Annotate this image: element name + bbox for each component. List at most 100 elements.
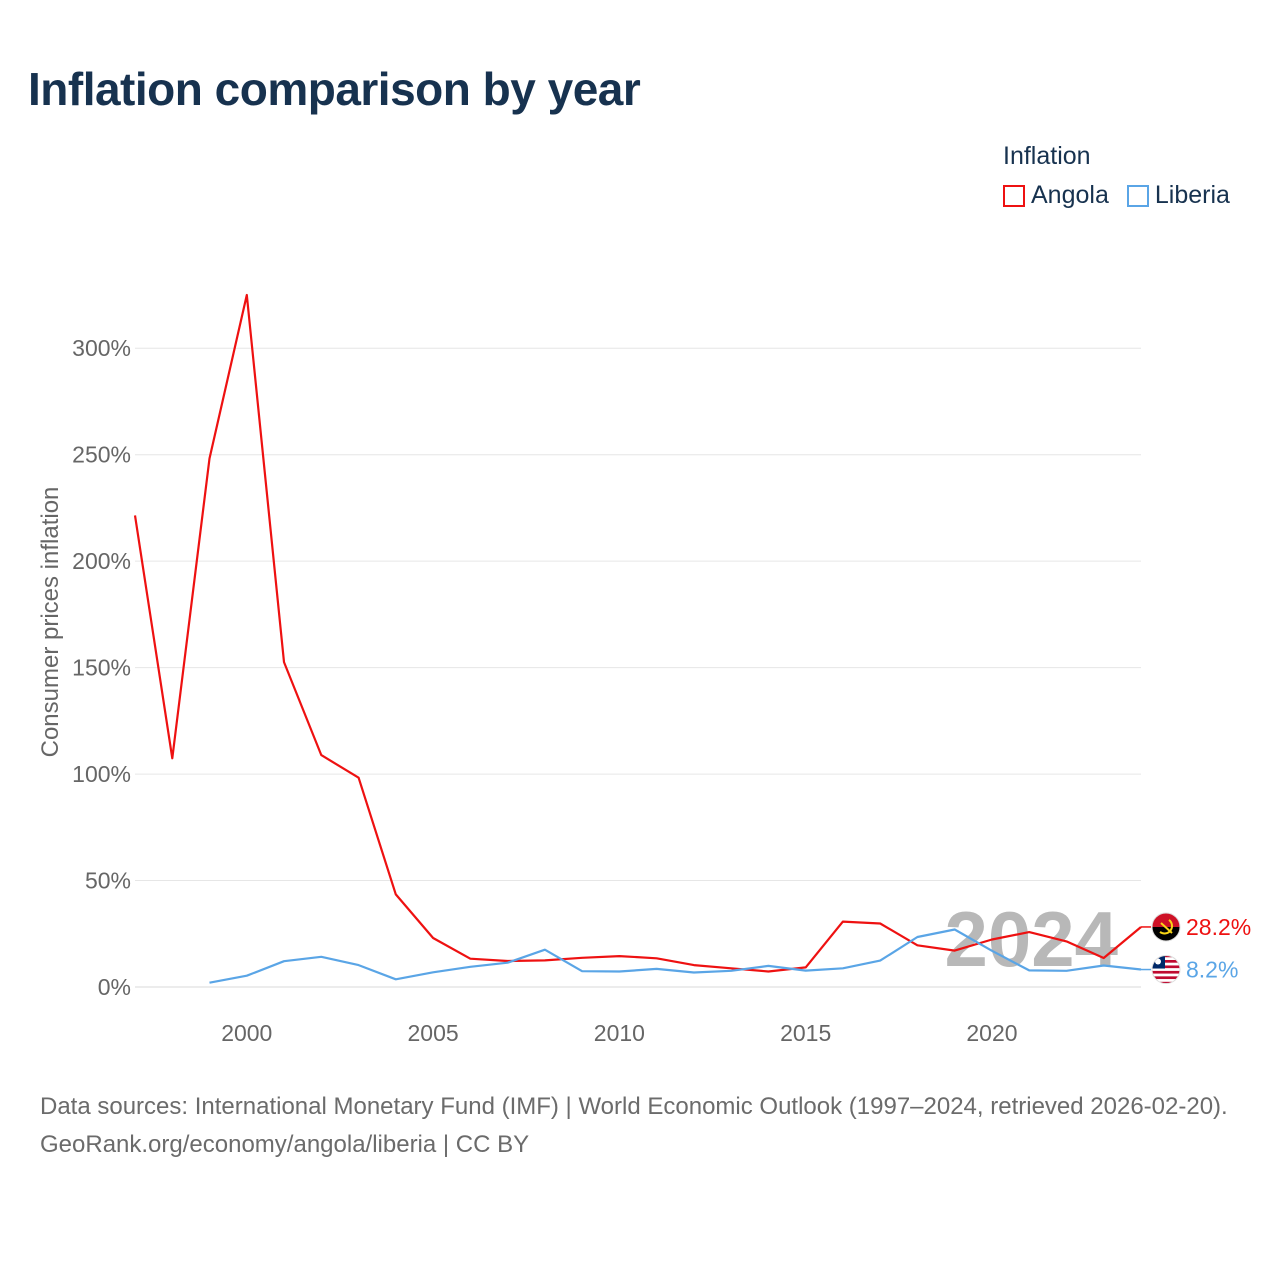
y-tick-label: 100%	[72, 761, 131, 787]
data-point-liberia	[874, 955, 886, 967]
flag-stripe	[1152, 968, 1180, 972]
data-point-liberia	[278, 955, 290, 967]
flag-stripe	[1152, 962, 1180, 966]
data-point-liberia	[315, 951, 327, 963]
flag-red-band	[1152, 912, 1180, 927]
data-point-angola	[129, 509, 141, 521]
data-sources: Data sources: International Monetary Fun…	[40, 1093, 1228, 1120]
series-line-angola	[133, 293, 1142, 973]
data-point-angola	[874, 918, 886, 930]
y-tick-label: 300%	[72, 335, 131, 361]
flag-stripe	[1152, 970, 1180, 974]
series-lines	[129, 289, 1142, 989]
y-tick-label: 50%	[85, 868, 131, 894]
data-point-liberia	[390, 973, 402, 985]
flag-body	[1152, 912, 1180, 941]
y-tick-label: 150%	[72, 655, 131, 681]
y-axis-ticks: 0% 50% 100% 150% 200% 250% 300%	[72, 335, 131, 1000]
data-point-angola	[613, 950, 625, 962]
data-point-liberia	[464, 961, 476, 973]
data-point-liberia	[762, 960, 774, 972]
data-point-liberia	[427, 966, 439, 978]
data-point-angola	[204, 453, 216, 465]
data-point-liberia	[1098, 959, 1110, 971]
data-point-angola	[1023, 926, 1035, 938]
y-tick-label: 200%	[72, 548, 131, 574]
data-point-liberia	[613, 965, 625, 977]
legend-swatch-angola	[1003, 184, 1025, 207]
data-point-liberia	[1060, 965, 1072, 977]
data-point-angola	[837, 916, 849, 928]
footer: Data sources: International Monetary Fun…	[40, 1088, 1250, 1164]
flag-black-band	[1152, 926, 1180, 941]
flag-outline	[1151, 955, 1181, 985]
data-point-angola	[315, 749, 327, 761]
flag-star	[1155, 958, 1161, 965]
data-point-liberia	[688, 967, 700, 979]
data-point-liberia	[911, 931, 923, 943]
data-point-angola	[1060, 935, 1072, 947]
grid-lines	[135, 347, 1141, 882]
flag-machete	[1160, 922, 1173, 934]
data-point-liberia	[837, 962, 849, 974]
data-point-liberia	[651, 963, 663, 975]
data-point-angola	[427, 932, 439, 944]
data-point-angola	[651, 952, 663, 964]
flag-body	[1152, 955, 1180, 984]
data-point-angola	[353, 772, 365, 784]
flag-stripe	[1152, 955, 1180, 958]
data-point-angola	[576, 952, 588, 964]
flag-stripe	[1152, 976, 1180, 980]
y-axis-label: Consumer prices inflation	[37, 487, 64, 758]
data-point-liberia	[1023, 964, 1035, 976]
credit-link[interactable]: GeoRank.org/economy/angola/liberia | CC …	[40, 1131, 530, 1158]
flag-stripe	[1152, 957, 1180, 961]
y-tick-label: 250%	[72, 442, 131, 468]
x-tick-label: 2020	[966, 1020, 1017, 1046]
legend: Inflation Angola Liberia	[1003, 142, 1230, 210]
chart-title: Inflation comparison by year	[28, 63, 641, 115]
flag-stripe	[1152, 981, 1180, 984]
data-point-liberia	[949, 924, 961, 936]
data-point-angola	[539, 954, 551, 966]
end-markers: 28.2% 8.2%	[1141, 912, 1251, 985]
data-point-angola	[986, 934, 998, 946]
angola-flag-icon	[1151, 912, 1181, 942]
inflation-line-chart: 0%50%100%150%200%250%300% 2000 2005 2010 20…	[37, 289, 1251, 1046]
flag-stripe	[1152, 959, 1180, 963]
legend-item-angola[interactable]: Angola	[1003, 181, 1109, 210]
data-point-liberia	[353, 959, 365, 971]
data-point-liberia	[986, 945, 998, 957]
legend-title: Inflation	[1003, 142, 1091, 170]
liberia-flag-icon	[1151, 955, 1181, 985]
end-label-angola: 28.2%	[1186, 914, 1251, 940]
data-point-angola	[278, 656, 290, 668]
data-point-angola	[949, 945, 961, 957]
x-axis-ticks: 2000 2005 2010 2015 2020	[221, 1020, 1017, 1046]
data-point-angola	[166, 752, 178, 764]
flag-stripe	[1152, 965, 1180, 969]
data-point-liberia	[539, 944, 551, 956]
x-tick-label: 2015	[780, 1020, 831, 1046]
data-point-liberia	[204, 977, 216, 989]
legend-label-liberia: Liberia	[1154, 181, 1230, 209]
end-label-liberia: 8.2%	[1186, 957, 1238, 983]
data-point-liberia	[576, 965, 588, 977]
flag-stripe	[1152, 979, 1180, 983]
data-point-angola	[241, 289, 253, 301]
data-point-angola	[390, 888, 402, 900]
data-point-liberia	[241, 970, 253, 982]
flag-outline	[1151, 912, 1181, 942]
y-tick-label: 0%	[98, 974, 131, 1000]
data-point-liberia	[800, 965, 812, 977]
legend-label-angola: Angola	[1031, 181, 1109, 209]
legend-swatch-liberia	[1126, 184, 1149, 207]
series-line-liberia	[209, 928, 1142, 984]
x-tick-label: 2000	[221, 1020, 272, 1046]
data-point-liberia	[502, 957, 514, 969]
data-point-liberia	[725, 965, 737, 977]
x-tick-label: 2005	[407, 1020, 458, 1046]
x-tick-label: 2010	[594, 1020, 645, 1046]
flag-stripe	[1152, 973, 1180, 977]
legend-item-liberia[interactable]: Liberia	[1126, 181, 1230, 210]
